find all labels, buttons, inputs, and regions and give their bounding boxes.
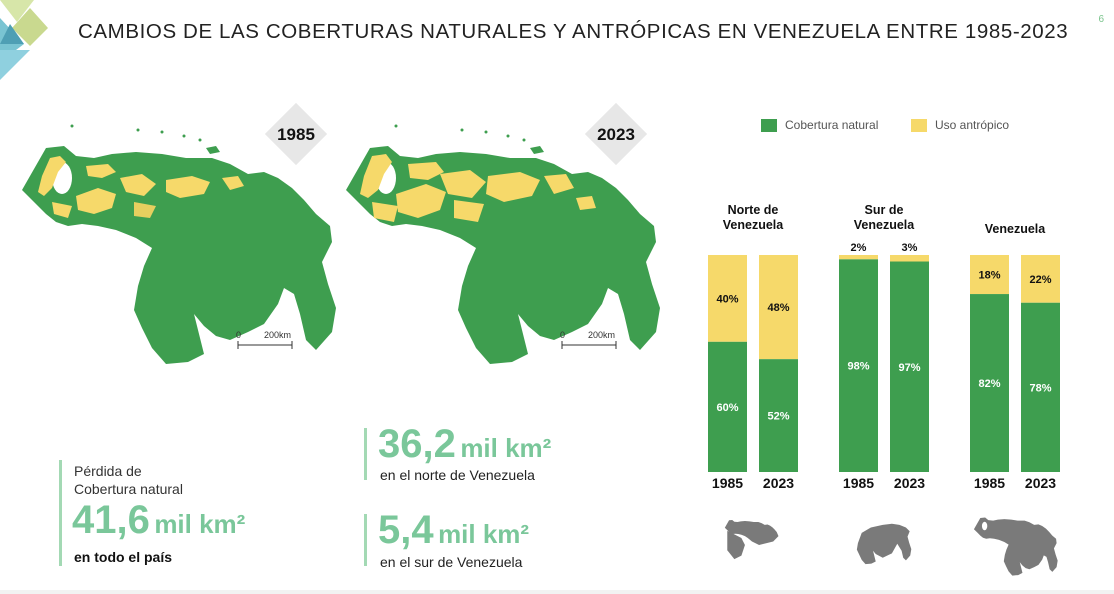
- region-icon-venezuela: [973, 517, 1058, 576]
- bar-natural-2-0: [970, 294, 1009, 472]
- bar-natural-label-2-0: 82%: [978, 378, 1000, 390]
- chart-group-title-0-1: Venezuela: [723, 218, 784, 232]
- stat-north-divider: [364, 428, 367, 480]
- bar-natural-0-0: [708, 341, 747, 472]
- scale-start-2023: 0: [560, 330, 566, 340]
- scale-start-1985: 0: [236, 330, 242, 340]
- bar-natural-label-0-0: 60%: [716, 402, 738, 414]
- bottom-strip: [0, 590, 1114, 594]
- bar-antropico-label-0-0: 40%: [716, 293, 738, 305]
- bar-antropico-0-1: [759, 255, 798, 360]
- scale-end-1985: 200km: [264, 330, 292, 340]
- bar-year-label-1-1: 2023: [894, 475, 925, 491]
- bar-antropico-label-2-0: 18%: [978, 270, 1000, 282]
- bar-antropico-2-1: [1021, 255, 1060, 303]
- legend-natural-swatch: [761, 118, 777, 132]
- stacked-bar-chart: Norte deVenezuela60%40%198552%48%2023Sur…: [708, 203, 1060, 491]
- stat-total-label-line1: Pérdida de: [74, 463, 142, 479]
- bar-antropico-1-0: [839, 255, 878, 260]
- bar-natural-label-0-1: 52%: [767, 411, 789, 423]
- stat-north-unit: mil km²: [460, 433, 552, 463]
- bar-antropico-label-1-0: 2%: [851, 242, 867, 254]
- stat-total-label-line2: Cobertura natural: [74, 481, 183, 497]
- bar-antropico-2-0: [970, 255, 1009, 295]
- chart-group-title-1-1: Venezuela: [854, 218, 915, 232]
- stat-north-sub: en el norte de Venezuela: [380, 467, 535, 483]
- bar-natural-2-1: [1021, 302, 1060, 472]
- logo-mark: [0, 0, 48, 80]
- stat-south-sub: en el sur de Venezuela: [380, 554, 523, 570]
- bar-natural-label-2-1: 78%: [1029, 382, 1051, 394]
- chart-group-title-0-0: Norte de: [728, 203, 779, 217]
- bar-natural-1-1: [890, 261, 929, 472]
- bar-natural-label-1-0: 98%: [847, 361, 869, 373]
- stat-total-unit: mil km²: [154, 509, 246, 539]
- chart-group-title-1-0: Sur de: [865, 203, 904, 217]
- venezuela-map-1985: [22, 124, 336, 364]
- stat-north-value: 36,2 mil km²: [378, 422, 551, 467]
- chart-group-title-2-0: Venezuela: [985, 222, 1046, 236]
- legend-antropico-label: Uso antrópico: [935, 118, 1010, 132]
- scale-bar-2023: [561, 341, 617, 349]
- stat-total-sub: en todo el país: [74, 549, 173, 565]
- bar-antropico-label-2-1: 22%: [1029, 274, 1051, 286]
- region-icon-norte: [724, 519, 779, 560]
- venezuela-map-2023: [346, 124, 660, 364]
- stat-south-number: 5,4: [378, 508, 434, 552]
- scale-bar-1985: [237, 341, 293, 349]
- legend-antropico: Uso antrópico: [911, 118, 1009, 132]
- scale-end-2023: 200km: [588, 330, 616, 340]
- bar-year-label-0-0: 1985: [712, 475, 743, 491]
- legend-antropico-swatch: [911, 118, 927, 132]
- bar-natural-1-0: [839, 259, 878, 472]
- stat-north-number: 36,2: [378, 422, 456, 466]
- bar-natural-label-1-1: 97%: [898, 362, 920, 374]
- bar-natural-0-1: [759, 359, 798, 472]
- bar-year-label-1-0: 1985: [843, 475, 874, 491]
- bar-year-label-2-0: 1985: [974, 475, 1005, 491]
- legend-natural-label: Cobertura natural: [785, 118, 879, 132]
- page-title: CAMBIOS DE LAS COBERTURAS NATURALES Y AN…: [78, 20, 1069, 43]
- bar-antropico-1-1: [890, 255, 929, 262]
- stat-total-value: 41,6 mil km²: [72, 498, 245, 543]
- bar-antropico-label-1-1: 3%: [902, 242, 918, 254]
- stat-south-value: 5,4 mil km²: [378, 508, 529, 553]
- year-badge-2023: 2023: [597, 125, 635, 144]
- page-number: 6: [1098, 14, 1104, 25]
- stat-total-number: 41,6: [72, 498, 150, 542]
- stat-south-unit: mil km²: [438, 519, 530, 549]
- bar-antropico-0-0: [708, 255, 747, 342]
- region-icon-sur: [856, 523, 912, 565]
- bar-year-label-0-1: 2023: [763, 475, 794, 491]
- year-badge-1985: 1985: [277, 125, 315, 144]
- legend-natural: Cobertura natural: [761, 118, 878, 132]
- stat-south-divider: [364, 514, 367, 566]
- stat-total-divider: [59, 460, 62, 566]
- stat-total-label: Pérdida de Cobertura natural: [74, 462, 183, 498]
- bar-year-label-2-1: 2023: [1025, 475, 1056, 491]
- bar-antropico-label-0-1: 48%: [767, 302, 789, 314]
